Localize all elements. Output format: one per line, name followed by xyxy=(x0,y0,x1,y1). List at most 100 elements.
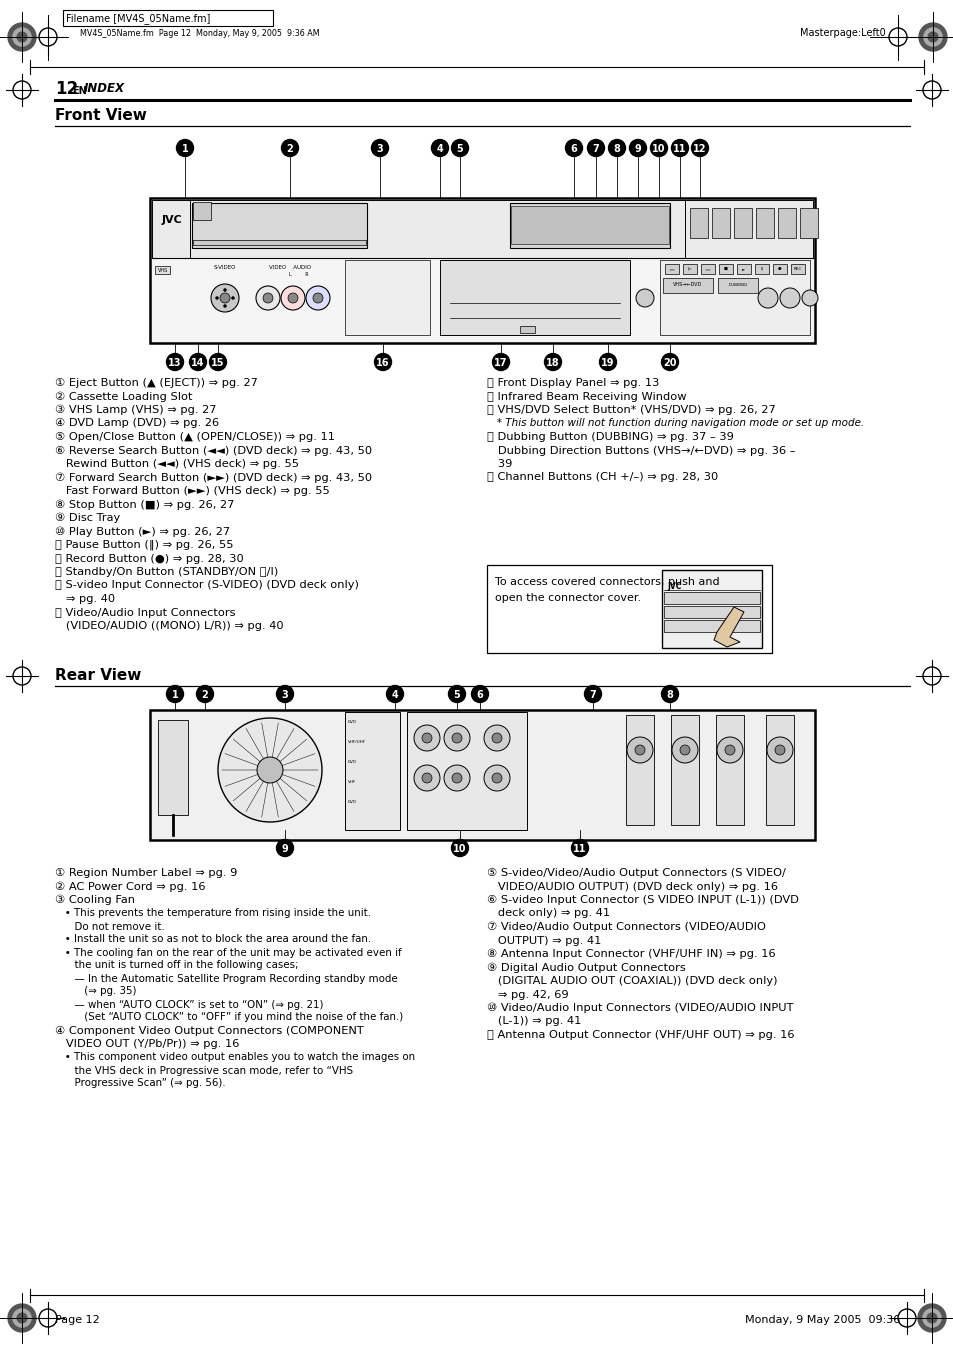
Circle shape xyxy=(650,139,667,157)
Text: ⑦ Forward Search Button (►►) (DVD deck) ⇒ pg. 43, 50: ⑦ Forward Search Button (►►) (DVD deck) … xyxy=(55,472,372,483)
Text: JVC: JVC xyxy=(666,582,680,591)
Bar xyxy=(790,265,804,274)
Text: 2: 2 xyxy=(201,690,208,699)
Text: 4: 4 xyxy=(436,143,443,154)
Text: 6: 6 xyxy=(476,690,483,699)
Text: ⑧ Antenna Input Connector (VHF/UHF IN) ⇒ pg. 16: ⑧ Antenna Input Connector (VHF/UHF IN) ⇒… xyxy=(486,949,775,960)
Circle shape xyxy=(13,28,31,46)
Text: Filename [MV4S_05Name.fm]: Filename [MV4S_05Name.fm] xyxy=(66,14,211,24)
Text: 15: 15 xyxy=(211,358,225,367)
Text: ⑩ Play Button (►) ⇒ pg. 26, 27: ⑩ Play Button (►) ⇒ pg. 26, 27 xyxy=(55,526,230,537)
Circle shape xyxy=(431,139,448,157)
Text: VHS: VHS xyxy=(157,267,168,273)
Circle shape xyxy=(281,286,305,310)
Circle shape xyxy=(288,293,297,302)
Text: 12: 12 xyxy=(693,143,706,154)
Text: >>: >> xyxy=(703,267,711,271)
Text: ►: ► xyxy=(741,267,745,271)
Circle shape xyxy=(660,686,678,702)
Circle shape xyxy=(218,718,322,822)
Text: the VHS deck in Progressive scan mode, refer to “VHS: the VHS deck in Progressive scan mode, r… xyxy=(55,1065,353,1076)
Bar xyxy=(754,265,768,274)
Bar xyxy=(661,570,761,648)
Circle shape xyxy=(223,305,226,308)
Circle shape xyxy=(211,284,239,312)
Bar xyxy=(682,265,697,274)
Text: VHF: VHF xyxy=(348,780,355,784)
Text: 7: 7 xyxy=(592,143,598,154)
Bar xyxy=(152,200,812,258)
Text: open the connector cover.: open the connector cover. xyxy=(495,593,640,603)
Circle shape xyxy=(167,354,183,370)
Text: ⑳ Channel Buttons (CH +/–) ⇒ pg. 28, 30: ⑳ Channel Buttons (CH +/–) ⇒ pg. 28, 30 xyxy=(486,472,718,482)
Text: ⑩ Video/Audio Input Connectors (VIDEO/AUDIO INPUT: ⑩ Video/Audio Input Connectors (VIDEO/AU… xyxy=(486,1003,793,1014)
Circle shape xyxy=(584,686,601,702)
Circle shape xyxy=(571,840,588,856)
Text: 19: 19 xyxy=(600,358,614,367)
Text: 20: 20 xyxy=(662,358,676,367)
Text: 7: 7 xyxy=(589,690,596,699)
Text: 16: 16 xyxy=(375,358,390,367)
Circle shape xyxy=(263,293,273,302)
Bar xyxy=(663,620,760,632)
Bar xyxy=(711,208,729,238)
Circle shape xyxy=(276,840,294,856)
Text: — In the Automatic Satellite Program Recording standby mode: — In the Automatic Satellite Program Rec… xyxy=(55,973,397,984)
Circle shape xyxy=(17,1314,27,1323)
Bar xyxy=(511,207,668,244)
Circle shape xyxy=(371,139,388,157)
Bar xyxy=(689,208,707,238)
Circle shape xyxy=(923,28,942,46)
Text: (VIDEO/AUDIO ((MONO) L/R)) ⇒ pg. 40: (VIDEO/AUDIO ((MONO) L/R)) ⇒ pg. 40 xyxy=(55,621,283,630)
Text: L         R: L R xyxy=(271,271,309,277)
Circle shape xyxy=(483,725,510,751)
Bar xyxy=(345,711,399,830)
Bar xyxy=(193,240,366,244)
Text: • Install the unit so as not to block the area around the fan.: • Install the unit so as not to block th… xyxy=(55,934,371,945)
Bar xyxy=(663,606,760,618)
Text: ⑥ Reverse Search Button (◄◄) (DVD deck) ⇒ pg. 43, 50: ⑥ Reverse Search Button (◄◄) (DVD deck) … xyxy=(55,446,372,455)
Circle shape xyxy=(386,686,403,702)
Text: Monday, 9 May 2005  09:36: Monday, 9 May 2005 09:36 xyxy=(744,1315,899,1324)
Circle shape xyxy=(780,288,800,308)
Circle shape xyxy=(774,745,784,755)
Circle shape xyxy=(717,737,742,763)
Circle shape xyxy=(210,354,226,370)
Bar xyxy=(158,720,188,815)
Text: ⑮ Video/Audio Input Connectors: ⑮ Video/Audio Input Connectors xyxy=(55,608,235,617)
Circle shape xyxy=(223,289,226,292)
Circle shape xyxy=(629,139,646,157)
Text: Fast Forward Button (►►) (VHS deck) ⇒ pg. 55: Fast Forward Button (►►) (VHS deck) ⇒ pg… xyxy=(55,486,330,495)
Text: VHF/UHF: VHF/UHF xyxy=(348,740,366,744)
Text: 12: 12 xyxy=(55,80,78,99)
Circle shape xyxy=(724,745,734,755)
Bar xyxy=(510,202,669,248)
Text: ⑪ Antenna Output Connector (VHF/UHF OUT) ⇒ pg. 16: ⑪ Antenna Output Connector (VHF/UHF OUT)… xyxy=(486,1030,794,1040)
Bar xyxy=(625,716,654,825)
Text: ⑥ S-video Input Connector (S VIDEO INPUT (L-1)) (DVD: ⑥ S-video Input Connector (S VIDEO INPUT… xyxy=(486,895,798,905)
Text: * This button will not function during navigation mode or set up mode.: * This button will not function during n… xyxy=(486,418,863,428)
Bar xyxy=(700,265,714,274)
Circle shape xyxy=(492,774,501,783)
Circle shape xyxy=(414,725,439,751)
Circle shape xyxy=(483,765,510,791)
Text: ●: ● xyxy=(778,267,781,271)
Text: 4: 4 xyxy=(392,690,398,699)
Circle shape xyxy=(451,139,468,157)
Bar xyxy=(670,716,699,825)
Text: ③ VHS Lamp (VHS) ⇒ pg. 27: ③ VHS Lamp (VHS) ⇒ pg. 27 xyxy=(55,405,216,416)
Text: ⑤ S-video/Video/Audio Output Connectors (S VIDEO/: ⑤ S-video/Video/Audio Output Connectors … xyxy=(486,868,785,878)
Bar xyxy=(663,593,760,603)
Circle shape xyxy=(17,32,27,42)
Text: ② AC Power Cord ⇒ pg. 16: ② AC Power Cord ⇒ pg. 16 xyxy=(55,882,205,892)
Text: |>: |> xyxy=(687,267,692,271)
Bar xyxy=(150,710,814,840)
Circle shape xyxy=(801,290,817,306)
Circle shape xyxy=(587,139,604,157)
Text: ■: ■ xyxy=(723,267,727,271)
Text: 3: 3 xyxy=(376,143,383,154)
Bar xyxy=(519,325,535,333)
Circle shape xyxy=(492,354,509,370)
Circle shape xyxy=(671,139,688,157)
Text: ⑲ Dubbing Button (DUBBING) ⇒ pg. 37 – 39: ⑲ Dubbing Button (DUBBING) ⇒ pg. 37 – 39 xyxy=(486,432,733,441)
